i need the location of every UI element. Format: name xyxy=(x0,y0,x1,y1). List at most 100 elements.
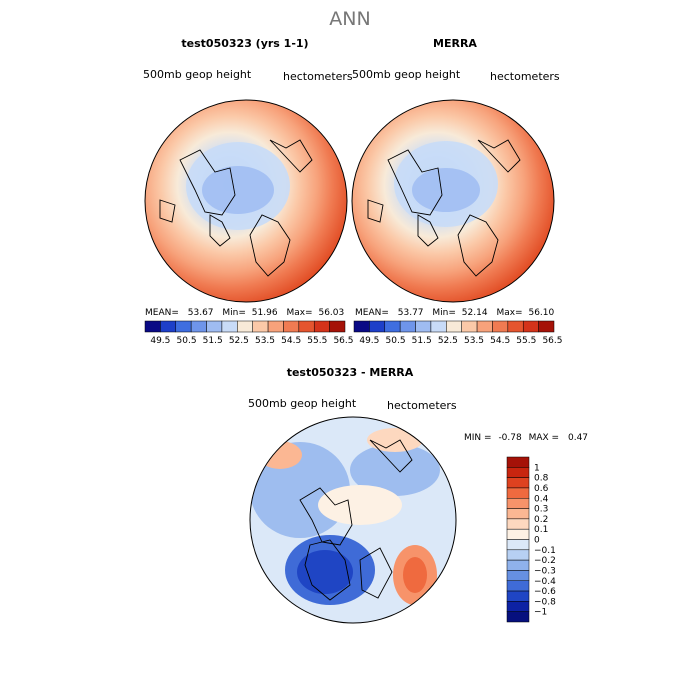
panel3-map xyxy=(250,417,456,623)
colorbar-swatch xyxy=(399,320,416,333)
colorbar-tick-label: 0 xyxy=(534,536,540,546)
colorbar-swatch xyxy=(522,320,539,333)
colorbar-tick-label: 49.5 xyxy=(359,336,379,346)
max-value: 56.10 xyxy=(528,308,555,318)
colorbar-swatch xyxy=(506,498,530,509)
colorbar-swatch xyxy=(506,518,530,530)
colorbar-swatch xyxy=(506,528,530,540)
min-value: 52.14 xyxy=(461,308,488,318)
colorbar-tick-label: 50.5 xyxy=(177,336,197,346)
colorbar-swatch xyxy=(506,611,530,623)
colorbar-tick-label: −0.6 xyxy=(534,587,556,597)
colorbar-swatch xyxy=(461,320,478,333)
panel2-map xyxy=(352,100,554,302)
colorbar-swatch xyxy=(506,580,530,592)
max-label: Max= xyxy=(286,308,313,318)
colorbar-swatch xyxy=(506,467,530,478)
colorbar-swatch xyxy=(175,320,192,333)
colorbar-swatch xyxy=(506,559,530,571)
main-title: ANN xyxy=(329,8,371,30)
colorbar-swatch xyxy=(506,590,530,602)
colorbar-swatch xyxy=(446,320,462,333)
colorbar-swatch xyxy=(144,320,161,333)
colorbar-tick-label: 56.5 xyxy=(333,336,353,346)
panel2-variable-label: 500mb geop height xyxy=(352,68,461,81)
colorbar-swatch xyxy=(190,320,207,333)
colorbar-swatch xyxy=(506,549,530,561)
mean-label: MEAN= xyxy=(355,308,389,318)
colorbar-tick-label: 53.5 xyxy=(464,336,484,346)
panel3-stats: MIN = -0.78 MAX = 0.47 xyxy=(464,433,614,443)
colorbar-swatch xyxy=(506,487,530,499)
colorbar-swatch xyxy=(237,320,253,333)
colorbar-tick-label: −0.2 xyxy=(534,556,556,566)
min-label: Min= xyxy=(432,308,456,318)
colorbar-swatch xyxy=(384,320,401,333)
colorbar-swatch xyxy=(507,320,524,333)
colorbar-swatch xyxy=(506,508,530,520)
colorbar-swatch xyxy=(206,320,223,333)
colorbar-swatch xyxy=(252,320,269,333)
colorbar-tick-label: 0.3 xyxy=(534,505,548,515)
colorbar-tick-label: 55.5 xyxy=(516,336,536,346)
colorbar-swatch xyxy=(369,320,386,333)
panel1-map xyxy=(145,100,347,302)
colorbar-swatch xyxy=(283,320,300,333)
colorbar-tick-label: 54.5 xyxy=(490,336,510,346)
panel1-variable-label: 500mb geop height xyxy=(143,68,252,81)
colorbar-swatch xyxy=(476,320,493,333)
panel2-units-label: hectometers xyxy=(490,70,560,83)
panel1-stats: MEAN= 53.67 Min= 51.96 Max= 56.03 xyxy=(145,308,345,318)
colorbar-swatch xyxy=(329,320,346,333)
colorbar-swatch xyxy=(506,570,530,581)
colorbar-tick-label: −0.3 xyxy=(534,566,556,576)
colorbar-swatch xyxy=(492,320,509,333)
colorbar-swatch xyxy=(506,601,530,612)
max-label: MAX = xyxy=(528,433,560,443)
colorbar-tick-label: 56.5 xyxy=(542,336,562,346)
min-label: Min= xyxy=(222,308,246,318)
colorbar-tick-label: 0.1 xyxy=(534,525,548,535)
colorbar-swatch xyxy=(538,320,555,333)
colorbar-tick-label: −0.8 xyxy=(534,597,556,607)
panel3-variable-label: 500mb geop height xyxy=(248,397,357,410)
colorbar-swatch xyxy=(313,320,330,333)
colorbar-tick-label: 49.5 xyxy=(150,336,170,346)
colorbar-swatch xyxy=(415,320,432,333)
colorbar-tick-label: 51.5 xyxy=(203,336,223,346)
panel2-colorbar: 49.5 50.5 51.5 52.5 53.5 54.5 55.5 56.5 xyxy=(353,320,562,346)
colorbar-swatch xyxy=(267,320,284,333)
mean-value: 53.77 xyxy=(397,308,424,318)
colorbar-tick-label: 50.5 xyxy=(386,336,406,346)
colorbar-tick-label: 51.5 xyxy=(412,336,432,346)
panel3-colorbar: 10.80.60.40.30.20.10−0.1−0.2−0.3−0.4−0.6… xyxy=(506,456,556,623)
colorbar-swatch xyxy=(221,320,238,333)
min-value: -0.78 xyxy=(498,433,522,443)
colorbar-tick-label: 54.5 xyxy=(281,336,301,346)
colorbar-tick-label: −1 xyxy=(534,608,547,618)
min-label: MIN = xyxy=(464,433,492,443)
colorbar-tick-label: 1 xyxy=(534,463,540,473)
colorbar-tick-label: 55.5 xyxy=(307,336,327,346)
colorbar-swatch xyxy=(430,320,447,333)
colorbar-tick-label: 52.5 xyxy=(229,336,249,346)
panel3-units-label: hectometers xyxy=(387,399,457,412)
colorbar-tick-label: 0.4 xyxy=(534,494,549,504)
max-value: 0.47 xyxy=(567,433,589,443)
colorbar-tick-label: −0.4 xyxy=(534,577,556,587)
colorbar-swatch xyxy=(506,539,530,551)
colorbar-tick-label: 52.5 xyxy=(438,336,458,346)
colorbar-tick-label: −0.1 xyxy=(534,546,556,556)
panel1-title: test050323 (yrs 1-1) xyxy=(181,37,309,50)
colorbar-swatch xyxy=(353,320,370,333)
panel2-stats: MEAN= 53.77 Min= 52.14 Max= 56.10 xyxy=(355,308,555,318)
colorbar-tick-label: 53.5 xyxy=(255,336,275,346)
colorbar-tick-label: 0.2 xyxy=(534,515,548,525)
colorbar-swatch xyxy=(506,477,530,489)
colorbar-tick-label: 0.6 xyxy=(534,484,549,494)
colorbar-swatch xyxy=(160,320,177,333)
panel1-units-label: hectometers xyxy=(283,70,353,83)
mean-label: MEAN= xyxy=(145,308,179,318)
colorbar-tick-label: 0.8 xyxy=(534,474,549,484)
